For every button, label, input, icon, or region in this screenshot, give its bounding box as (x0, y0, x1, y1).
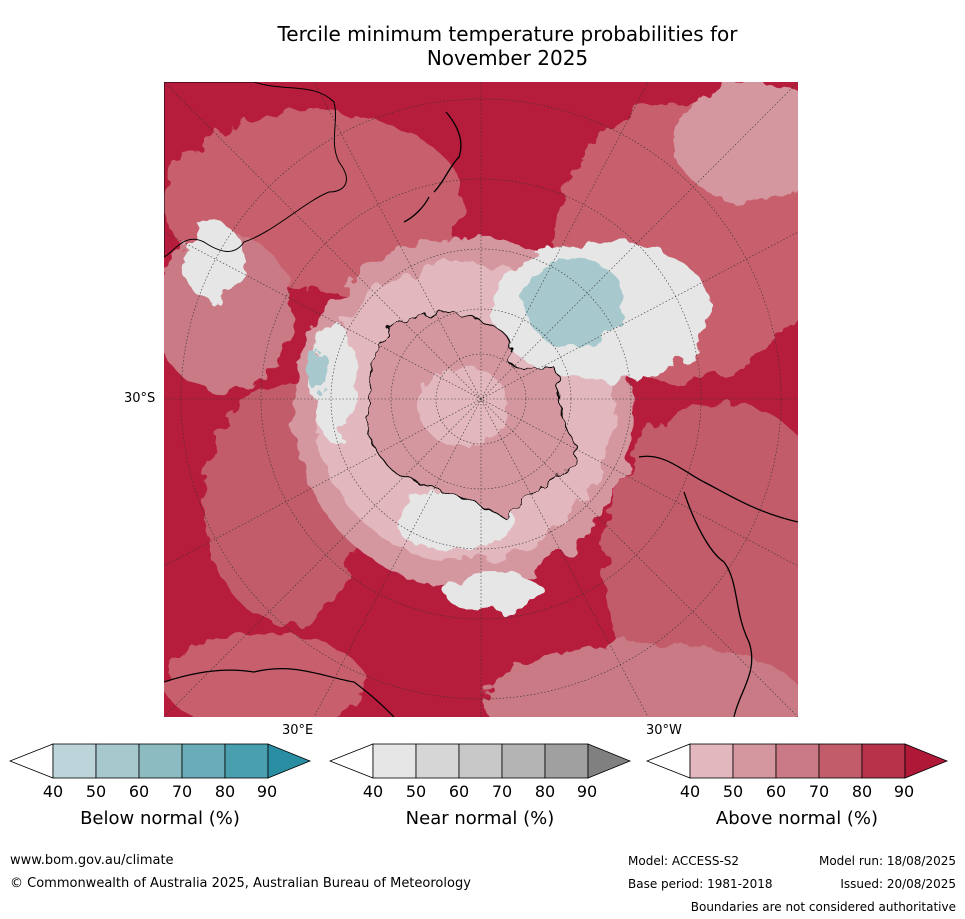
tick-label: 80 (534, 782, 556, 801)
issued-date: Issued: 20/08/2025 (840, 877, 956, 891)
tick-label: 90 (576, 782, 598, 801)
tick-label: 40 (362, 782, 384, 801)
colorbar-near-normal (328, 743, 632, 779)
colorbar-extend-high (587, 743, 632, 779)
colorbar-swatch (458, 743, 503, 779)
model-run-date: Model run: 18/08/2025 (818, 854, 956, 868)
tick-label: 60 (128, 782, 150, 801)
colorbar-below-normal-title: Below normal (%) (80, 808, 240, 829)
colorbar-swatch (415, 743, 460, 779)
tick-label: 70 (491, 782, 513, 801)
new-zealand-coast (403, 111, 462, 223)
model-name: Model: ACCESS-S2 (628, 854, 740, 868)
latitude-label-30s: 30°S (124, 391, 156, 406)
tick-label: 90 (256, 782, 278, 801)
colorbar-extend-high (267, 743, 312, 779)
tick-label: 60 (448, 782, 470, 801)
tick-label: 60 (765, 782, 787, 801)
colorbar-swatch (52, 743, 97, 779)
colorbar-swatch (818, 743, 863, 779)
colorbar-swatch (372, 743, 417, 779)
tick-label: 80 (214, 782, 236, 801)
colorbar-above-normal-swatches (645, 743, 949, 779)
tick-label: 70 (808, 782, 830, 801)
tick-label: 90 (893, 782, 915, 801)
colorbar-near-normal-title: Near normal (%) (405, 808, 555, 829)
colorbar-swatch (861, 743, 906, 779)
colorbar-swatch (689, 743, 734, 779)
probability-map (164, 82, 798, 717)
longitude-label-30w: 30°W (646, 723, 682, 738)
tick-label: 70 (171, 782, 193, 801)
colorbar-above-normal (645, 743, 949, 779)
colorbar-extend-low (328, 743, 374, 779)
africa-coast (164, 668, 395, 717)
tick-label: 40 (42, 782, 64, 801)
colorbar-swatch (224, 743, 269, 779)
website-link[interactable]: www.bom.gov.au/climate (10, 853, 174, 868)
colorbar-extend-low (8, 743, 54, 779)
longitude-label-30e: 30°E (282, 723, 314, 738)
boundaries-disclaimer: Boundaries are not considered authoritat… (690, 900, 956, 914)
colorbar-extend-low (645, 743, 691, 779)
copyright-notice: © Commonwealth of Australia 2025, Austra… (10, 876, 471, 891)
colorbar-extend-high (904, 743, 949, 779)
map-canvas (164, 82, 798, 717)
colorbar-swatch (138, 743, 183, 779)
tick-label: 40 (679, 782, 701, 801)
south-america-coast (638, 455, 798, 717)
title-line-2: November 2025 (426, 46, 589, 70)
antarctica (367, 312, 577, 523)
map-title: Tercile minimum temperature probabilitie… (200, 22, 815, 70)
colorbar-swatch (775, 743, 820, 779)
colorbar-swatch (544, 743, 589, 779)
colorbar-swatch (501, 743, 546, 779)
title-line-1: Tercile minimum temperature probabilitie… (277, 22, 738, 46)
colorbar-above-normal-title: Above normal (%) (715, 808, 879, 829)
colorbar-swatch (95, 743, 140, 779)
colorbar-swatch (181, 743, 226, 779)
colorbar-near-normal-swatches (328, 743, 632, 779)
graticule (164, 82, 798, 717)
colorbar-below-normal-swatches (8, 743, 312, 779)
tick-label: 80 (851, 782, 873, 801)
tick-label: 50 (85, 782, 107, 801)
australia-coast (164, 82, 347, 258)
tick-label: 50 (405, 782, 427, 801)
colorbar-swatch (732, 743, 777, 779)
tick-label: 50 (722, 782, 744, 801)
base-period: Base period: 1981-2018 (628, 877, 773, 891)
colorbar-below-normal (8, 743, 312, 779)
